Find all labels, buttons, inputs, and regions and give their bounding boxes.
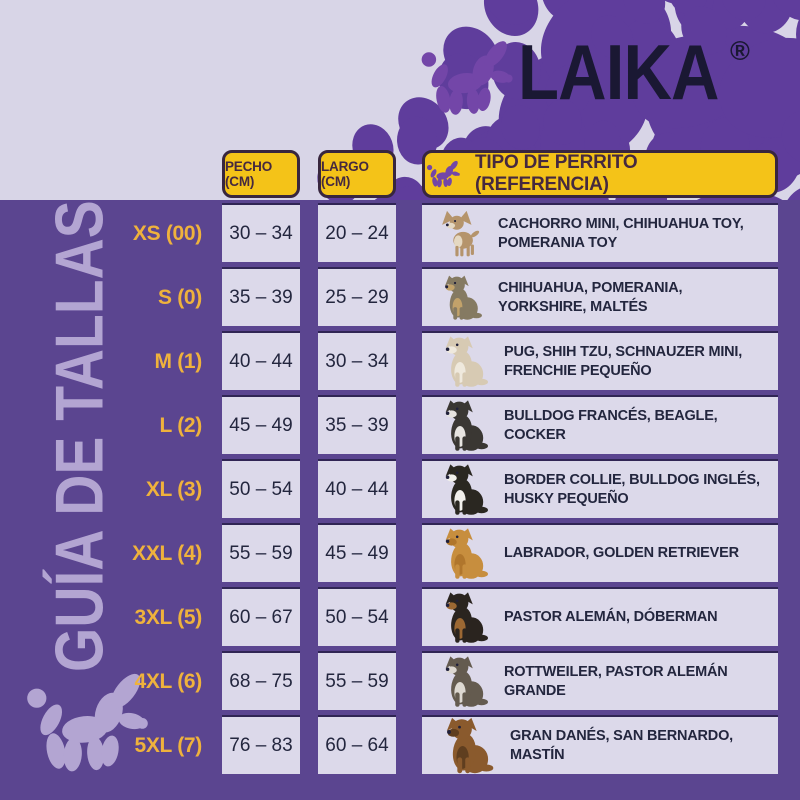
breed-cell: PASTOR ALEMÁN, DÓBERMAN bbox=[422, 589, 778, 646]
size-label: XL (3) bbox=[145, 477, 202, 501]
breed-cell: CACHORRO MINI, CHIHUAHUA TOY, POMERANIA … bbox=[422, 205, 778, 262]
column-header-breed: TIPO DE PERRITO (REFERENCIA) bbox=[422, 150, 778, 198]
breed-list: GRAN DANÉS, SAN BERNARDO, MASTÍN bbox=[510, 727, 733, 763]
dog-photo-rottweiler bbox=[440, 655, 488, 709]
balloon-dog-icon bbox=[425, 159, 461, 190]
length-value: 25 – 29 bbox=[318, 269, 396, 326]
size-label: 5XL (7) bbox=[134, 733, 202, 757]
column-header-breed-label: TIPO DE PERRITO (REFERENCIA) bbox=[475, 152, 638, 195]
breed-list: BORDER COLLIE, BULLDOG INGLÉS, HUSKY PEQ… bbox=[504, 471, 760, 507]
dog-photo-golden-retriever bbox=[440, 527, 488, 581]
breed-list: BULLDOG FRANCÉS, BEAGLE, COCKER bbox=[504, 407, 718, 443]
dog-photo-mastiff bbox=[440, 717, 494, 775]
column-header-length: LARGO (CM) bbox=[318, 150, 396, 198]
size-label: XS (00) bbox=[132, 221, 202, 245]
size-label: XXL (4) bbox=[132, 541, 202, 565]
chest-value: 68 – 75 bbox=[222, 653, 300, 710]
dog-photo-french-bulldog bbox=[440, 399, 488, 453]
length-value: 40 – 44 bbox=[318, 461, 396, 518]
dog-photo-doberman bbox=[440, 591, 488, 645]
chest-value: 55 – 59 bbox=[222, 525, 300, 582]
length-value: 55 – 59 bbox=[318, 653, 396, 710]
breed-cell: GRAN DANÉS, SAN BERNARDO, MASTÍN bbox=[422, 717, 778, 774]
breed-cell: ROTTWEILER, PASTOR ALEMÁN GRANDE bbox=[422, 653, 778, 710]
chest-value: 60 – 67 bbox=[222, 589, 300, 646]
length-value: 50 – 54 bbox=[318, 589, 396, 646]
chest-value: 45 – 49 bbox=[222, 397, 300, 454]
breed-list: CHIHUAHUA, POMERANIA, YORKSHIRE, MALTÉS bbox=[498, 279, 683, 315]
breed-cell: BORDER COLLIE, BULLDOG INGLÉS, HUSKY PEQ… bbox=[422, 461, 778, 518]
breed-cell: BULLDOG FRANCÉS, BEAGLE, COCKER bbox=[422, 397, 778, 454]
dog-photo-yorkshire bbox=[440, 274, 482, 322]
chest-value: 30 – 34 bbox=[222, 205, 300, 262]
chest-value: 35 – 39 bbox=[222, 269, 300, 326]
breed-list: PUG, SHIH TZU, SCHNAUZER MINI, FRENCHIE … bbox=[504, 343, 743, 379]
balloon-dog-icon bbox=[416, 36, 516, 122]
length-value: 20 – 24 bbox=[318, 205, 396, 262]
dog-photo-chihuahua bbox=[440, 210, 482, 258]
brand-wordmark: LAIKA bbox=[518, 28, 720, 116]
length-value: 45 – 49 bbox=[318, 525, 396, 582]
page-title: GUÍA DE TALLAS bbox=[42, 200, 118, 672]
registered-trademark: ® bbox=[730, 36, 750, 66]
chest-value: 40 – 44 bbox=[222, 333, 300, 390]
dog-photo-shih-tzu bbox=[440, 335, 488, 389]
dog-photo-border-collie bbox=[440, 463, 488, 517]
size-label: L (2) bbox=[159, 413, 203, 437]
breed-list: PASTOR ALEMÁN, DÓBERMAN bbox=[504, 609, 718, 626]
chest-value: 50 – 54 bbox=[222, 461, 300, 518]
breed-list: ROTTWEILER, PASTOR ALEMÁN GRANDE bbox=[504, 663, 728, 699]
column-header-chest: PECHO (CM) bbox=[222, 150, 300, 198]
breed-cell: CHIHUAHUA, POMERANIA, YORKSHIRE, MALTÉS bbox=[422, 269, 778, 326]
breed-cell: LABRADOR, GOLDEN RETRIEVER bbox=[422, 525, 778, 582]
length-value: 35 – 39 bbox=[318, 397, 396, 454]
size-label: 4XL (6) bbox=[134, 669, 202, 693]
size-label: S (0) bbox=[157, 285, 202, 309]
size-label: 3XL (5) bbox=[134, 605, 202, 629]
size-guide-table: PECHO (CM) LARGO (CM) TIPO DE PERRITO (R… bbox=[130, 150, 778, 774]
length-value: 30 – 34 bbox=[318, 333, 396, 390]
size-label: M (1) bbox=[154, 349, 203, 373]
length-value: 60 – 64 bbox=[318, 717, 396, 774]
chest-value: 76 – 83 bbox=[222, 717, 300, 774]
breed-list: LABRADOR, GOLDEN RETRIEVER bbox=[504, 545, 739, 562]
breed-cell: PUG, SHIH TZU, SCHNAUZER MINI, FRENCHIE … bbox=[422, 333, 778, 390]
breed-list: CACHORRO MINI, CHIHUAHUA TOY, POMERANIA … bbox=[498, 215, 744, 251]
